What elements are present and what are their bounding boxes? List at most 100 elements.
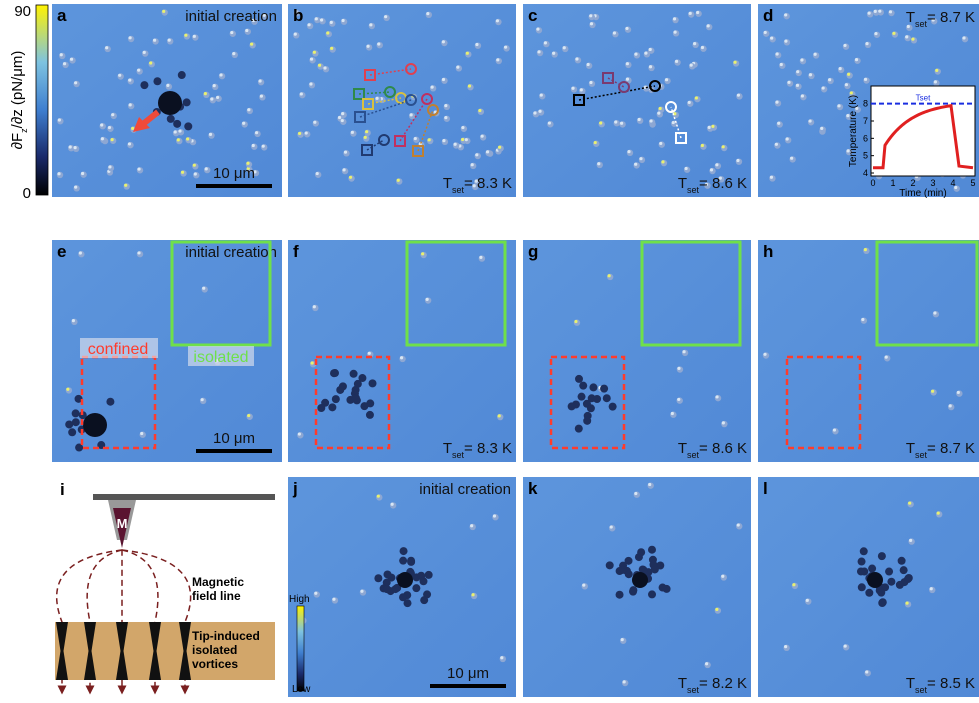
- text-part: T: [906, 440, 915, 457]
- vortex: [629, 586, 637, 594]
- vortex: [575, 375, 583, 383]
- vortex-highlight: [590, 22, 593, 25]
- vortex-highlight: [892, 32, 895, 35]
- vortex-highlight: [205, 167, 208, 170]
- vortex-highlight: [315, 17, 318, 20]
- vortex-highlight: [262, 145, 265, 148]
- vortex-highlight: [500, 656, 503, 659]
- text-part: = 8.3 K: [464, 175, 512, 192]
- vortex-bundle: [867, 572, 883, 588]
- vortex-highlight: [313, 121, 316, 124]
- vortex-highlight: [614, 120, 617, 123]
- vortex: [369, 379, 377, 387]
- vortex-highlight: [310, 57, 313, 60]
- vortex: [419, 577, 427, 585]
- inset-ylabel: Temperature (K): [848, 95, 859, 167]
- vortex-highlight: [626, 78, 629, 81]
- vortex: [360, 402, 368, 410]
- vortex-highlight: [696, 11, 699, 14]
- scale-label: 10 μm: [447, 665, 489, 682]
- vortex-highlight: [536, 27, 539, 30]
- vortex: [568, 402, 576, 410]
- vortex-highlight: [219, 73, 222, 76]
- vortex: [857, 567, 865, 575]
- vortex: [593, 395, 601, 403]
- vortex: [578, 393, 586, 401]
- vortex-highlight: [108, 165, 111, 168]
- vortex-highlight: [775, 101, 778, 104]
- text-part: set: [452, 185, 465, 195]
- vortex: [868, 565, 876, 573]
- vortex-highlight: [688, 101, 691, 104]
- vortex: [865, 589, 873, 597]
- vortex-highlight: [213, 84, 216, 87]
- text-part: = 8.3 K: [464, 440, 512, 457]
- vortex: [173, 120, 181, 128]
- confined-label: confined: [88, 341, 149, 358]
- vortex-highlight: [314, 592, 317, 595]
- vortex-highlight: [338, 116, 341, 119]
- vortex-highlight: [493, 514, 496, 517]
- magnet-label: M: [117, 516, 128, 531]
- vortex: [420, 596, 428, 604]
- panel-letter: l: [763, 479, 768, 498]
- vortex-highlight: [323, 66, 326, 69]
- text-part: set: [915, 450, 928, 460]
- vortex-highlight: [456, 66, 459, 69]
- scan-image: [288, 240, 516, 462]
- colorbar-min: 0: [23, 185, 31, 202]
- vortex-highlight: [316, 172, 319, 175]
- text-part: = 8.7 K: [927, 440, 975, 457]
- text-part: set: [687, 185, 700, 195]
- vortex-highlight: [384, 15, 387, 18]
- vortex: [65, 420, 73, 428]
- vortex-highlight: [466, 52, 469, 55]
- vortex-highlight: [796, 70, 799, 73]
- vortex-highlight: [775, 143, 778, 146]
- panel: gTset= 8.6 K: [523, 240, 751, 462]
- vortex: [106, 398, 114, 406]
- panel-letter: h: [763, 242, 773, 261]
- vortex-highlight: [481, 135, 484, 138]
- vortex: [885, 568, 893, 576]
- text-part: T: [906, 675, 915, 692]
- vortex-highlight: [101, 137, 104, 140]
- vortex-highlight: [837, 104, 840, 107]
- inset-xtick: 0: [870, 178, 875, 188]
- scale-bar: [196, 449, 272, 453]
- vortex: [352, 394, 360, 402]
- vortex-highlight: [634, 163, 637, 166]
- vortex-highlight: [675, 60, 678, 63]
- vortex-highlight: [763, 353, 766, 356]
- vortex-highlight: [178, 129, 181, 132]
- vortex-highlight: [845, 83, 848, 86]
- panel: lTset= 8.5 K: [758, 477, 979, 697]
- vortex-highlight: [638, 118, 641, 121]
- vortex-highlight: [935, 69, 938, 72]
- scale-bar: [196, 184, 272, 188]
- vortex: [648, 546, 656, 554]
- vortex-highlight: [193, 35, 196, 38]
- vortex-highlight: [258, 79, 261, 82]
- vortex-highlight: [571, 87, 574, 90]
- vortex-highlight: [889, 10, 892, 13]
- vortex-highlight: [665, 78, 668, 81]
- vortex-highlight: [377, 42, 380, 45]
- vortex-highlight: [784, 40, 787, 43]
- vortex-highlight: [844, 644, 847, 647]
- vortex-highlight: [949, 404, 952, 407]
- vortex-highlight: [230, 31, 233, 34]
- vortex-highlight: [232, 52, 235, 55]
- vortex-highlight: [431, 86, 434, 89]
- vortex: [858, 558, 866, 566]
- field-label: field line: [192, 589, 241, 603]
- vortex-highlight: [66, 388, 69, 391]
- vortex-highlight: [705, 662, 708, 665]
- vortex-highlight: [780, 63, 783, 66]
- vortex-highlight: [874, 32, 877, 35]
- vortex-highlight: [137, 167, 140, 170]
- panel-letter: i: [60, 480, 65, 499]
- vortex: [391, 585, 399, 593]
- vortex-highlight: [608, 274, 611, 277]
- panel-letter: e: [57, 242, 66, 261]
